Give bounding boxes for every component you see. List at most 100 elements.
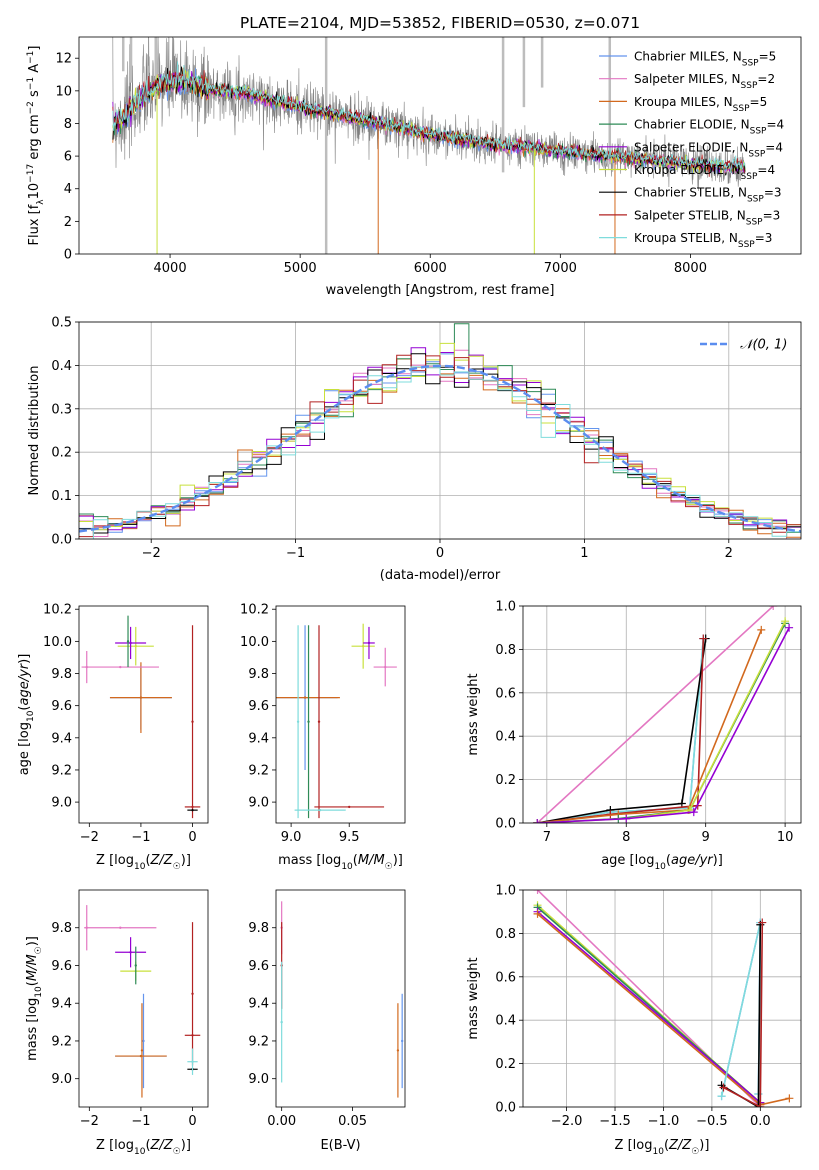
age_vs_mass-ytick-label: 10.0 [240,635,269,650]
age_vs_mass-xtick-label: 9.5 [339,830,360,845]
mass_vs_EBV-xtick-label: 0.00 [267,1114,296,1129]
weight-series-line [537,638,707,823]
weight-series-line [537,638,705,823]
data-point [129,951,132,954]
label-fragment: −2 [26,101,36,114]
label-fragment: A [27,64,42,77]
label-fragment: 10 [652,1147,664,1157]
label-fragment: ( [145,853,150,868]
spectrum-ytick-label: 4 [64,182,72,197]
mass_vs_Z-xtick-label: −2 [80,1114,99,1129]
y-axis-label: Flux [fλ10−17 erg cm−2 s−1 A−1] [26,46,46,246]
weight-marker [533,890,542,894]
label-fragment: ( [25,981,40,986]
label-fragment: 10 [654,862,666,872]
label-fragment: age/yr [671,853,714,868]
legend-entry: Chabrier ELODIE, NSSP=4 [634,118,784,137]
label-fragment: 10 [134,862,146,872]
legend-entry: Chabrier STELIB, NSSP=3 [634,186,782,205]
label-fragment: −1 [26,51,36,64]
spectrum-ytick-label: 6 [64,150,72,165]
weight-series-line [537,638,705,823]
mass_vs_EBV-ytick-label: 9.6 [248,959,269,974]
label-fragment: 10 [341,862,353,872]
data-point [129,641,132,645]
weight-series-line [536,606,774,823]
mass_vs_EBV-xtick-label: 0.05 [338,1114,367,1129]
data-point [85,926,88,929]
residuals-plot-area [79,323,801,539]
x-axis-label: age [log10(age/yr)] [601,853,723,872]
spectrum-xtick-label: 6000 [414,261,447,276]
weight-marker [533,909,542,918]
weight_vs_age-ytick-label: 0.6 [495,686,516,701]
weight_vs_age-frame [522,605,802,824]
weight_vs_age-ytick-label: 0.0 [495,817,516,832]
weight_vs_age-ytick-label: 0.4 [495,730,516,745]
residuals-xtick-label: −1 [286,546,305,561]
legend-entry: Salpeter STELIB, NSSP=3 [634,208,780,227]
residuals-ytick-label: 0.4 [51,359,72,374]
weight-series-line [720,922,762,1097]
weight-marker [785,623,794,632]
weight_vs_Z-frame [522,889,802,1108]
label-fragment: age/yr [17,662,32,705]
legend-entry: Salpeter ELODIE, NSSP=4 [634,140,783,159]
label-fragment: M/M [25,954,40,981]
label-fragment: −1 [26,77,36,90]
weight-series-line [537,638,705,823]
data-point [140,1049,144,1052]
weight_vs_age-plot-area [533,606,794,823]
residuals-ytick-label: 0.3 [51,402,72,417]
data-point [318,808,322,812]
weight_vs_Z-ytick-label: 0.4 [495,1014,516,1029]
mass_vs_EBV-ytick-label: 9.0 [248,1072,269,1087]
age_vs_Z-ytick-label: 10.2 [43,603,72,618]
label-fragment: 10 [26,710,36,722]
model-fit-line [112,61,746,171]
weight-marker [689,808,698,817]
weight-series-line [723,922,764,1107]
weight-series-line [537,620,786,823]
label-fragment: Kroupa MILES, N [634,95,733,109]
age_vs_Z-xtick-label: −1 [131,830,150,845]
label-fragment: =3 [764,186,782,200]
label-fragment: age [log [17,722,32,775]
mass_vs_Z-xtick-label: −1 [131,1114,150,1129]
label-fragment: Z [log [96,853,134,868]
weight-marker [622,814,631,823]
age_vs_Z-frame [78,605,209,824]
spectrum-xtick-label: 8000 [674,261,707,276]
mass_vs_EBV-ytick-label: 9.2 [248,1034,269,1049]
data-point [142,1039,145,1043]
label-fragment: Z [log [96,1138,134,1153]
mass_vs_Z-ytick-label: 9.4 [51,997,72,1012]
weight_vs_age-xtick-label: 10 [777,830,794,845]
label-fragment: )] [25,936,40,946]
data-point [361,644,365,648]
weight_vs_Z-ytick-label: 1.0 [495,884,516,899]
label-fragment: ] [27,46,42,51]
mass_vs_EBV-ytick-label: 9.8 [248,921,269,936]
spectrum-ytick-label: 10 [55,84,72,99]
y-axis-label: Normed distribution [27,366,42,496]
label-fragment: Z/Z [150,1138,174,1153]
label-fragment: =2 [757,72,775,86]
residuals-ytick-label: 0.0 [51,533,72,548]
weight_vs_age-ytick-label: 1.0 [495,600,516,615]
weight_vs_Z-axes: −2.0 −1.5 −1.0 −0.5 0.0 0.0 0.2 0.4 0.6 0.8 1.0 Z [… [466,884,802,1157]
weight-marker [758,918,767,927]
weight-series-line [536,911,761,1104]
residuals-ytick-label: 0.5 [51,316,72,331]
weight-marker [785,1094,794,1103]
x-axis-label: wavelength [Angstrom, rest frame] [326,283,555,298]
label-fragment: ( [666,853,671,868]
age_vs_Z-ytick-label: 9.0 [51,796,72,811]
mass_vs_EBV-frame [275,889,406,1108]
legend-entry: Kroupa MILES, NSSP=5 [634,95,767,114]
mass_vs_Z-axes: −2 −1 09.09.29.49.69.8Z [log10(Z/Z☉)]mass … [25,889,209,1157]
spectrum-xtick-label: 5000 [284,261,317,276]
data-point [191,808,194,812]
label-fragment: =4 [765,140,783,154]
